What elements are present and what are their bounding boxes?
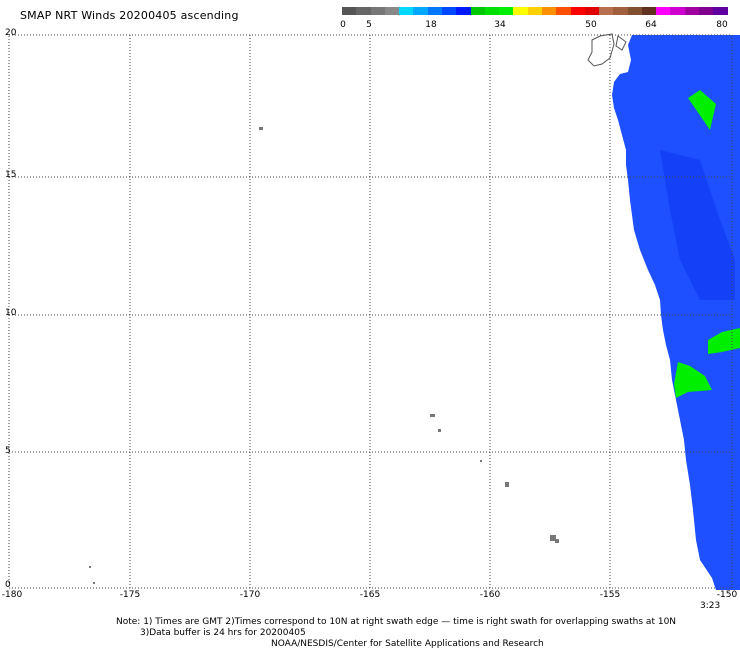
high-wind-patch: [688, 90, 716, 130]
colorbar-label: 5: [366, 20, 372, 30]
island-marker: [555, 539, 559, 543]
colorbar-swatch: [613, 7, 628, 15]
island-marker: [430, 414, 435, 417]
colorbar-swatch: [527, 7, 542, 15]
y-tick-label: 20: [5, 28, 17, 38]
map-title: SMAP NRT Winds 20200405 ascending: [20, 9, 239, 22]
y-tick-label: 15: [5, 170, 17, 180]
colorbar-swatch: [441, 7, 457, 15]
colorbar-swatch: [413, 7, 428, 15]
wind-speed-colorbar: [342, 7, 728, 15]
y-tick-label: 0: [5, 580, 11, 590]
colorbar-swatch: [427, 7, 442, 15]
wind-swath-shading: [660, 150, 735, 300]
colorbar-swatch: [470, 7, 485, 15]
colorbar-swatch: [356, 7, 371, 15]
island-marker: [550, 535, 556, 541]
colorbar-label: 64: [645, 20, 657, 30]
y-tick-label: 5: [5, 446, 11, 456]
island-marker: [89, 566, 91, 568]
island-marker: [480, 460, 482, 462]
x-tick-label: -155: [599, 590, 621, 600]
colorbar-swatch: [541, 7, 557, 15]
x-tick-label: -175: [119, 590, 141, 600]
footnote-line: Note: 1) Times are GMT 2)Times correspon…: [116, 617, 677, 627]
colorbar-swatch: [570, 7, 585, 15]
island-outline: [615, 35, 627, 51]
colorbar-swatch: [484, 7, 500, 15]
colorbar-swatch: [584, 7, 600, 15]
high-wind-patch: [674, 362, 712, 398]
colorbar-swatch: [713, 7, 728, 15]
island-marker: [438, 429, 441, 432]
colorbar-swatch: [699, 7, 714, 15]
island-marker: [505, 482, 509, 487]
colorbar-label: 18: [425, 20, 437, 30]
colorbar-swatch: [456, 7, 471, 15]
x-tick-label: -180: [1, 590, 23, 600]
colorbar-label: 0: [340, 20, 346, 30]
island-marker: [93, 582, 95, 584]
wind-swath-blue: [612, 35, 740, 590]
colorbar-label: 50: [585, 20, 597, 30]
x-tick-label: -170: [239, 590, 261, 600]
colorbar-swatch: [656, 7, 671, 15]
colorbar-label: 34: [494, 20, 506, 30]
colorbar-swatch: [684, 7, 700, 15]
x-tick-label: -160: [479, 590, 501, 600]
island-marker: [259, 127, 263, 130]
colorbar-swatch: [599, 7, 614, 15]
footnote-line: 3)Data buffer is 24 hrs for 20200405: [140, 628, 306, 638]
colorbar-swatch: [370, 7, 385, 15]
colorbar-labels: 0 5 18 34 50 64 80: [0, 20, 740, 32]
colorbar-label: 80: [716, 20, 728, 30]
colorbar-swatch: [627, 7, 642, 15]
map-frame: [8, 34, 733, 589]
x-tick-label: -165: [359, 590, 381, 600]
colorbar-swatch: [641, 7, 657, 15]
swath-time-label: 3:23: [700, 601, 721, 611]
colorbar-swatch: [670, 7, 685, 15]
colorbar-swatch: [499, 7, 514, 15]
colorbar-swatch: [384, 7, 400, 15]
colorbar-swatch: [513, 7, 528, 15]
colorbar-swatch: [556, 7, 571, 15]
y-tick-label: 10: [5, 308, 17, 318]
colorbar-swatch: [342, 7, 357, 15]
footnote-credit: NOAA/NESDIS/Center for Satellite Applica…: [271, 639, 544, 649]
x-tick-label: -150: [716, 590, 738, 600]
colorbar-swatch: [399, 7, 414, 15]
